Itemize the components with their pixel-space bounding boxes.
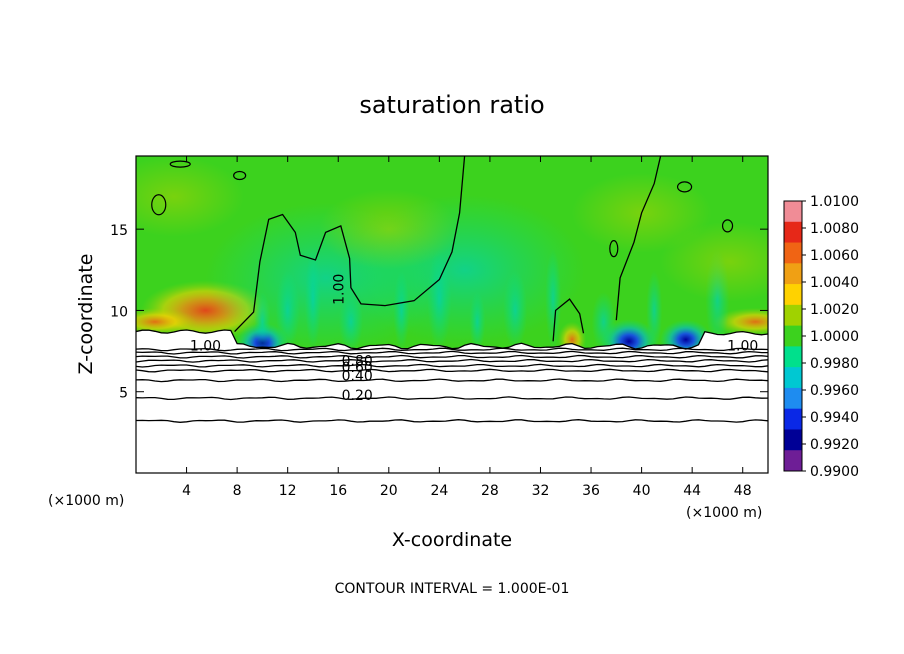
x-tick-label: 12 bbox=[279, 483, 297, 499]
colorbar-tick-label: 0.9980 bbox=[810, 356, 859, 372]
colorbar-tick-label: 1.0040 bbox=[810, 275, 859, 291]
colorbar-tick-label: 1.0080 bbox=[810, 221, 859, 237]
x-units-left: (×1000 m) bbox=[48, 493, 124, 509]
field-plume bbox=[469, 291, 486, 352]
colorbar-segment bbox=[784, 387, 802, 410]
field-plume bbox=[393, 270, 410, 351]
colorbar-tick-label: 0.9940 bbox=[810, 410, 859, 426]
colorbar-segment bbox=[784, 367, 802, 389]
colorbar-segment bbox=[784, 346, 802, 368]
x-tick-label: 36 bbox=[582, 483, 600, 499]
colorbar-segment bbox=[784, 429, 802, 451]
contour-patch bbox=[151, 194, 167, 216]
contour-line bbox=[136, 378, 768, 383]
field-plume bbox=[275, 270, 300, 351]
contour-line bbox=[136, 354, 768, 359]
contour-line bbox=[136, 419, 768, 423]
contour-line bbox=[136, 358, 768, 363]
colorbar-segment bbox=[784, 408, 802, 430]
y-tick-label: 5 bbox=[119, 386, 128, 402]
y-axis-label: Z-coordinate bbox=[75, 254, 97, 375]
plot-area bbox=[136, 156, 768, 473]
colorbar-segment bbox=[784, 450, 802, 472]
contour-label: 0.40 bbox=[342, 368, 373, 384]
colorbar-segment bbox=[784, 325, 802, 347]
x-tick-label: 40 bbox=[633, 483, 651, 499]
field-patch bbox=[318, 189, 459, 270]
contour-patch bbox=[721, 219, 734, 233]
plot-frame bbox=[135, 155, 769, 474]
contour-line-1.00 bbox=[234, 156, 466, 333]
colorbar-tick-label: 0.9920 bbox=[810, 437, 859, 453]
field-patch bbox=[136, 156, 244, 237]
colorbar-tick-label: 1.0100 bbox=[810, 194, 859, 210]
y-tick-label: 10 bbox=[110, 304, 128, 320]
x-tick-label: 24 bbox=[430, 483, 448, 499]
contour-line bbox=[136, 363, 768, 368]
contour-line bbox=[136, 368, 768, 373]
contour-label: 1.00 bbox=[331, 274, 347, 305]
colorbar: 1.0100 1.0080 1.0060 1.0040 1.0020 1.0000 0.99… bbox=[783, 194, 859, 480]
contour-line bbox=[136, 350, 768, 355]
contour-label: 1.00 bbox=[727, 338, 758, 354]
colorbar-segment bbox=[784, 284, 802, 306]
colorbar-segment bbox=[784, 242, 802, 264]
x-tick-label: 8 bbox=[233, 483, 242, 499]
contour-label: 1.00 bbox=[190, 338, 221, 354]
contour-label: 0.80 bbox=[342, 354, 373, 370]
colorbar-tick-label: 0.9960 bbox=[810, 383, 859, 399]
x-tick-label: 28 bbox=[481, 483, 499, 499]
colorbar-tick-label: 1.0020 bbox=[810, 302, 859, 318]
colorbar-tick-label: 0.9900 bbox=[810, 464, 859, 480]
field-plume bbox=[545, 249, 562, 350]
contour-labels: 1.00 1.00 1.00 0.800.600.40 0.20 bbox=[190, 274, 758, 404]
contour-line-1.00 bbox=[615, 156, 662, 321]
y-tick-label: 15 bbox=[110, 223, 128, 239]
contour-line bbox=[136, 347, 768, 352]
contour-line-cloud-base bbox=[136, 329, 768, 350]
field-plume bbox=[646, 270, 663, 351]
x-units-right: (×1000 m) bbox=[686, 505, 762, 521]
contour-line-1.00 bbox=[552, 298, 585, 342]
x-tick-label: 44 bbox=[683, 483, 701, 499]
field-anomaly bbox=[136, 307, 197, 336]
x-axis: 4 8 12 16 20 24 28 32 36 40 44 48 bbox=[182, 156, 752, 499]
x-tick-label: 20 bbox=[380, 483, 398, 499]
x-axis-label: X-coordinate bbox=[392, 529, 512, 551]
contour-label: 0.20 bbox=[342, 388, 373, 404]
colorbar-segment bbox=[784, 201, 802, 223]
contour-line bbox=[136, 396, 768, 401]
colorbar-segment bbox=[784, 304, 802, 327]
contour-patch bbox=[676, 181, 693, 193]
field-plume bbox=[427, 249, 452, 350]
field-plume bbox=[591, 291, 616, 352]
y-axis: 5 10 15 bbox=[110, 223, 768, 402]
field-plume bbox=[503, 270, 528, 351]
x-tick-label: 32 bbox=[532, 483, 550, 499]
x-tick-label: 4 bbox=[182, 483, 191, 499]
field-plume bbox=[304, 249, 321, 350]
colorbar-tick-label: 1.0000 bbox=[810, 329, 859, 345]
colorbar-tick-label: 1.0060 bbox=[810, 248, 859, 264]
contour-label: 0.60 bbox=[342, 360, 373, 376]
field-patch bbox=[660, 221, 768, 302]
field-plume bbox=[254, 291, 271, 352]
colorbar-segment bbox=[784, 263, 802, 285]
contour-patch bbox=[233, 170, 247, 181]
contour-interval-note: CONTOUR INTERVAL = 1.000E-01 bbox=[335, 581, 570, 597]
contour-patch bbox=[169, 160, 191, 168]
contour-patch bbox=[609, 240, 619, 258]
contour-lines bbox=[136, 156, 768, 423]
colorbar-segment bbox=[784, 221, 802, 244]
x-tick-label: 48 bbox=[734, 483, 752, 499]
chart-title: saturation ratio bbox=[359, 91, 544, 119]
field-plume bbox=[338, 291, 363, 352]
x-tick-label: 16 bbox=[329, 483, 347, 499]
